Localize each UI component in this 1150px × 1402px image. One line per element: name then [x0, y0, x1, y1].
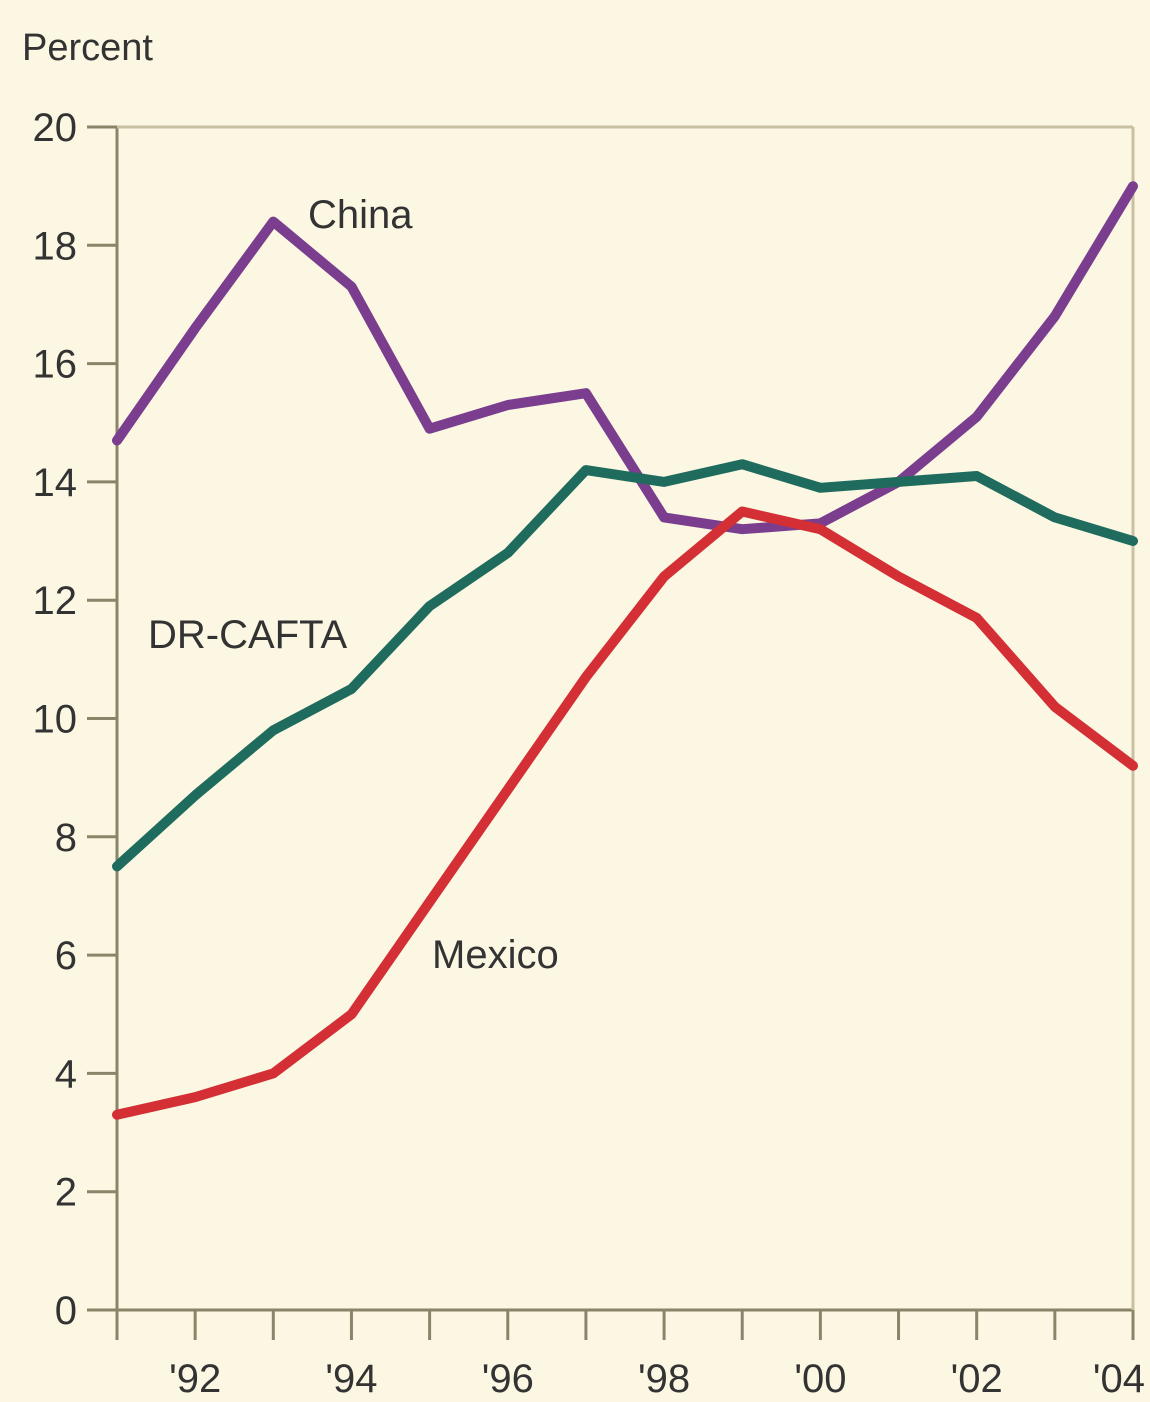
series-lines: [112, 181, 1138, 1120]
series-label-china: China: [308, 193, 413, 237]
series-labels: China DR-CAFTA Mexico: [148, 193, 559, 977]
x-tick-label: '04: [1093, 1357, 1145, 1401]
x-tick-label: '94: [325, 1357, 377, 1401]
y-tick-label: 12: [33, 579, 78, 623]
y-tick-label: 18: [33, 224, 78, 268]
x-axis-ticks: '92 '94 '96 '98 '00 '02 '04: [115, 1310, 1145, 1401]
y-tick-label: 8: [55, 816, 77, 860]
y-tick-label: 14: [33, 461, 78, 505]
y-tick-label: 4: [55, 1052, 77, 1096]
series-label-mexico: Mexico: [432, 933, 559, 977]
y-tick-label: 2: [55, 1171, 77, 1215]
x-tick-label: '96: [482, 1357, 534, 1401]
x-tick-label: '02: [951, 1357, 1003, 1401]
series-label-dr-cafta: DR-CAFTA: [148, 613, 348, 657]
x-tick-label: '92: [169, 1357, 221, 1401]
y-axis-ticks: 0 2 4 6 8 10 12 14 16 18 20: [33, 106, 117, 1333]
y-tick-label: 10: [33, 698, 78, 742]
x-tick-label: '00: [794, 1357, 846, 1401]
series-line-mexico: [112, 506, 1138, 1120]
y-axis-unit-label: Percent: [22, 27, 153, 69]
y-tick-label: 0: [55, 1289, 77, 1333]
series-line-dr-cafta: [112, 459, 1138, 872]
x-tick-label: '98: [638, 1357, 690, 1401]
y-tick-label: 16: [33, 343, 78, 387]
y-tick-label: 6: [55, 934, 77, 978]
series-line-china: [112, 181, 1138, 535]
y-tick-label: 20: [33, 106, 78, 150]
